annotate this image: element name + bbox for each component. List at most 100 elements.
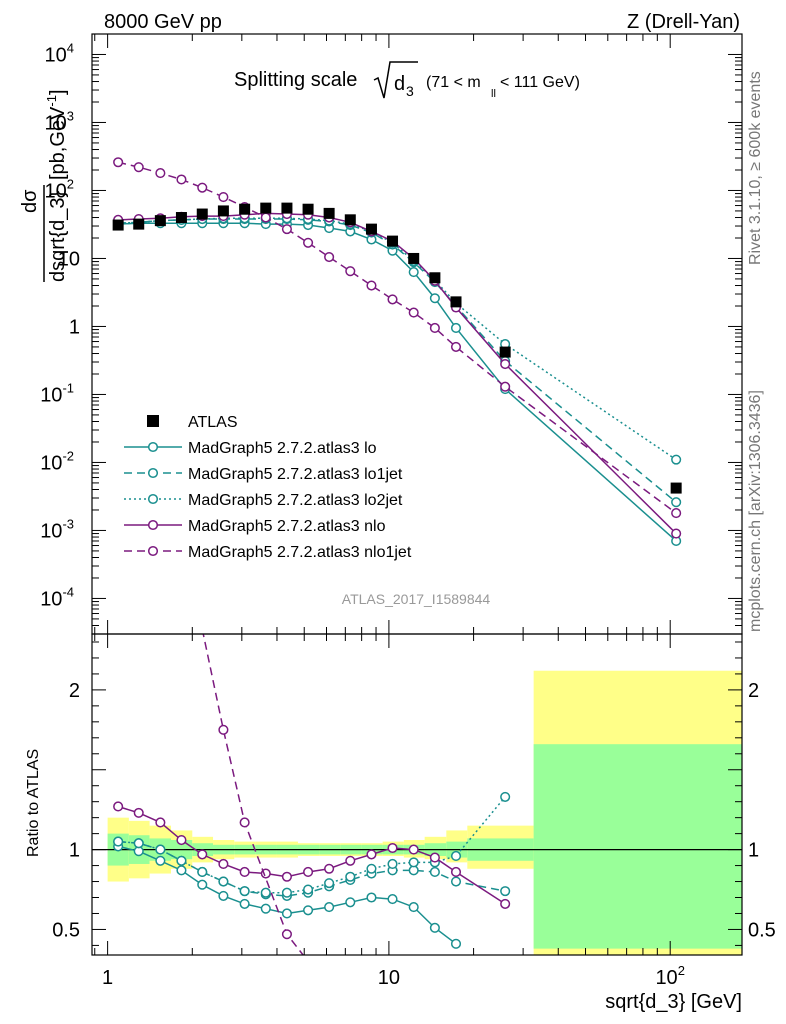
ratio-point [155, 844, 166, 855]
x-tick-exponent: 2 [678, 963, 685, 978]
analysis-watermark: ATLAS_2017_I1589844 [342, 591, 491, 607]
atlas-data-point [323, 207, 335, 219]
x-tick-mantissa: 10 [655, 967, 677, 989]
legend-entry: MadGraph5 2.7.2.atlas3 lo1jet [124, 466, 403, 483]
ratio-series [113, 801, 511, 909]
chart-title: Splitting scale d 3 (71 < m ll < 111 GeV… [234, 61, 580, 100]
ratio-series [113, 841, 462, 949]
ratio-point [408, 857, 419, 868]
rivet-version-label: Rivet 3.1.10, ≥ 600k events [747, 71, 764, 265]
y-tick-label: 102 [45, 176, 74, 202]
ratio-point [345, 871, 356, 882]
title-cut-pre: (71 < m [426, 74, 481, 91]
ratio-point [176, 865, 187, 876]
y-tick-mantissa: 10 [45, 180, 67, 202]
legend-entry: MadGraph5 2.7.2.atlas3 lo2jet [124, 492, 403, 509]
upper-point [387, 294, 398, 305]
y-tick-label: 104 [45, 40, 74, 66]
y-tick-label: 10 [58, 248, 80, 270]
upper-point [408, 267, 419, 278]
ratio-point [429, 866, 440, 878]
legend-entry: MadGraph5 2.7.2.atlas3 nlo [124, 518, 386, 535]
upper-point [450, 322, 462, 334]
legend-marker [147, 467, 159, 479]
atlas-data-point [217, 205, 229, 217]
legend-label: ATLAS [188, 414, 238, 431]
upper-point [671, 454, 682, 465]
stat-uncertainty-band [533, 744, 742, 949]
x-tick-label: 10 [378, 967, 400, 989]
y-tick-label: 10-2 [40, 448, 74, 474]
y-tick-exponent: -3 [62, 516, 74, 531]
upper-point [218, 192, 229, 203]
ratio-point [218, 876, 229, 887]
y-tick-label: 10-1 [40, 380, 74, 406]
legend-marker [147, 441, 159, 453]
y-tick-exponent: -2 [62, 448, 74, 463]
y-tick-mantissa: 10 [58, 248, 80, 270]
ratio-point [387, 858, 398, 870]
ratio-y-ticks: 0.5 0.5 1 1 2 2 [52, 641, 776, 946]
ratio-point [281, 887, 292, 898]
title-sqrt-sub: 3 [406, 83, 414, 99]
ratio-point [450, 850, 462, 862]
ratio-frame [91, 633, 743, 956]
uncertainty-bands [107, 670, 742, 955]
y-tick-label: 103 [45, 108, 74, 134]
ratio-point [133, 838, 144, 849]
x-tick-label: 1 [102, 967, 113, 989]
y-tick-mantissa: 10 [45, 112, 67, 134]
atlas-data-point [239, 203, 251, 215]
upper-y-axis-label: dσ dsqrt{d_3} [pb,GeV-1] [19, 89, 69, 282]
upper-point [450, 341, 462, 352]
ratio-point [408, 844, 419, 855]
x-tick-mantissa: 10 [378, 967, 400, 989]
title-sqrt-symbol: d [394, 73, 405, 95]
upper-point [155, 168, 166, 179]
ratio-point [260, 903, 271, 914]
ratio-y-tick-label-right: 2 [748, 680, 759, 702]
ratio-point [113, 836, 124, 847]
ratio-point [324, 878, 335, 889]
ylabel-unit: [pb,GeV-1] [44, 89, 69, 180]
ylabel-numerator: dσ [19, 189, 41, 213]
ratio-y-axis-label: Ratio to ATLAS [25, 749, 42, 857]
upper-point [366, 280, 377, 291]
upper-point [303, 237, 314, 248]
upper-point [408, 307, 419, 318]
upper-point [671, 528, 682, 539]
upper-series [113, 213, 682, 508]
ratio-point [155, 817, 166, 828]
ratio-y-tick-label-right: 0.5 [748, 919, 776, 941]
upper-point [113, 157, 124, 168]
legend-label: MadGraph5 2.7.2.atlas3 lo2jet [188, 492, 403, 509]
legend-marker [147, 545, 159, 557]
atlas-data-point [112, 219, 124, 231]
upper-point [324, 251, 335, 263]
ratio-series [200, 634, 305, 955]
x-tick-label: 102 [655, 963, 684, 989]
atlas-data-point [175, 212, 187, 224]
y-tick-mantissa: 10 [40, 452, 62, 474]
ratio-point [366, 892, 377, 903]
ratio-point [500, 898, 511, 909]
sqrt-sign [373, 61, 418, 99]
ratio-point [239, 886, 250, 897]
ratio-point [200, 634, 204, 635]
legend-marker [147, 519, 159, 531]
ratio-point [239, 898, 250, 909]
ratio-point [408, 902, 419, 913]
title-cut-post: < 111 GeV) [500, 74, 580, 91]
upper-series [113, 208, 682, 539]
ratio-point [387, 894, 398, 905]
upper-series [113, 157, 682, 519]
atlas-data-point [429, 272, 441, 284]
legend-entry: MadGraph5 2.7.2.atlas3 lo [124, 440, 377, 457]
y-tick-mantissa: 1 [69, 316, 80, 338]
atlas-data-point [387, 235, 399, 247]
legend-label: MadGraph5 2.7.2.atlas3 lo1jet [188, 466, 403, 483]
legend-entry: MadGraph5 2.7.2.atlas3 nlo1jet [124, 544, 412, 561]
